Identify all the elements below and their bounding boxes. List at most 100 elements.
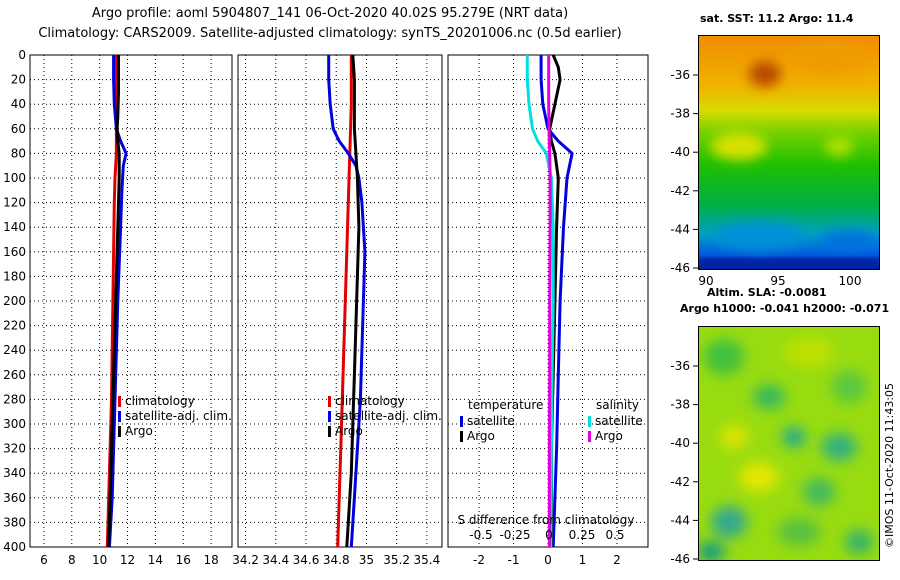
series-line-satellite-adj-clim- (327, 55, 367, 548)
legend-swatch (460, 431, 463, 442)
sst-y-label: -42 (670, 184, 690, 198)
sst-map (698, 35, 880, 270)
x-tick-label: 2 (613, 553, 621, 567)
depth-tick-label: 220 (3, 319, 26, 333)
x-tick-label: 1 (579, 553, 587, 567)
legend-label: Argo (335, 424, 363, 438)
sla-label-2: Argo h1000: -0.041 h2000: -0.071 (680, 302, 890, 315)
sst-x-label: 90 (698, 274, 713, 288)
x-tick-label: 16 (176, 553, 191, 567)
depth-tick-label: 200 (3, 294, 26, 308)
x-tick-label: 12 (120, 553, 135, 567)
legend-swatch (328, 411, 331, 422)
legend-title-salinity: salinity (596, 398, 639, 412)
legend-swatch (118, 396, 121, 407)
panel-temperature-profile (29, 54, 233, 548)
sst-y-label: -46 (670, 261, 690, 275)
depth-tick-label: 360 (3, 491, 26, 505)
legend-label: satellite-adj. clim. (335, 409, 442, 423)
sst-y-label: -40 (670, 145, 690, 159)
depth-tick-label: 340 (3, 466, 26, 480)
panel-frame (237, 54, 443, 548)
sdiff-axis-title: S difference from climatology (458, 513, 635, 527)
sla-map (698, 326, 880, 561)
x-tick-label: 18 (203, 553, 218, 567)
sla-label-1: Altim. SLA: -0.0081 (707, 286, 827, 299)
x-tick-label: 6 (40, 553, 48, 567)
x-tick-label: 34.4 (262, 553, 289, 567)
sla-map-image (699, 327, 879, 560)
sla-y-label: -36 (670, 359, 690, 373)
depth-tick-label: 140 (3, 220, 26, 234)
depth-tick-label: 380 (3, 515, 26, 529)
sdiff-tick-label: -0.5 (469, 528, 492, 542)
depth-tick-label: 320 (3, 442, 26, 456)
series-line-climatology (336, 55, 353, 548)
depth-tick-label: 80 (11, 146, 26, 160)
x-tick-label: 10 (92, 553, 107, 567)
x-tick-label: 14 (148, 553, 163, 567)
depth-tick-label: 60 (11, 122, 26, 136)
sst-y-label: -38 (670, 107, 690, 121)
depth-tick-label: 160 (3, 245, 26, 259)
sdiff-tick-label: 0.25 (569, 528, 596, 542)
depth-tick-label: 20 (11, 73, 26, 87)
sst-x-label: 100 (839, 274, 862, 288)
depth-tick-label: 180 (3, 269, 26, 283)
sst-y-label: -36 (670, 68, 690, 82)
sla-y-label: -46 (670, 552, 690, 566)
sla-y-label: -44 (670, 513, 690, 527)
legend-swatch (328, 426, 331, 437)
sst-map-image (699, 36, 879, 269)
series-line-argo (345, 54, 361, 548)
sdiff-tick-label: -0.25 (499, 528, 530, 542)
panel-difference-from-climatology (447, 54, 649, 548)
panel-frame (29, 54, 233, 548)
x-tick-label: 8 (68, 553, 76, 567)
x-tick-label: 35.4 (414, 553, 441, 567)
x-tick-label: -2 (473, 553, 485, 567)
sdiff-tick-label: 0 (545, 528, 553, 542)
legend-label: satellite-adj. clim. (125, 409, 232, 423)
depth-tick-label: 260 (3, 368, 26, 382)
depth-tick-label: 100 (3, 171, 26, 185)
x-tick-label: -1 (508, 553, 520, 567)
x-tick-label: 35.2 (383, 553, 410, 567)
legend-label: climatology (125, 394, 195, 408)
depth-tick-label: 400 (3, 540, 26, 554)
depth-tick-label: 280 (3, 392, 26, 406)
legend-swatch (118, 426, 121, 437)
legend-label: Argo (595, 429, 623, 443)
depth-tick-label: 0 (18, 48, 26, 62)
legend-swatch (328, 396, 331, 407)
series-line-temperature-satellite (539, 55, 574, 548)
chart-title-line2: Climatology: CARS2009. Satellite-adjuste… (38, 26, 622, 41)
x-tick-label: 34.2 (232, 553, 259, 567)
legend-title-temperature: temperature (468, 398, 543, 412)
x-tick-label: 34.6 (293, 553, 320, 567)
sst-x-label: 95 (770, 274, 785, 288)
credit-text: ©IMOS 11-Oct-2020 11:43:05 (883, 382, 896, 548)
panel-salinity-profile (237, 54, 443, 548)
legend-label: Argo (125, 424, 153, 438)
sla-y-label: -42 (670, 475, 690, 489)
legend-label: satellite (595, 414, 643, 428)
series-line-satellite-adj-clim- (107, 55, 128, 548)
sst-label: sat. SST: 11.2 Argo: 11.4 (700, 12, 854, 25)
legend-swatch (460, 416, 463, 427)
x-tick-label: 0 (544, 553, 552, 567)
legend-swatch (588, 416, 591, 427)
legend-label: Argo (467, 429, 495, 443)
x-tick-label: 34.8 (323, 553, 350, 567)
depth-tick-label: 120 (3, 196, 26, 210)
series-line-argo (107, 55, 121, 548)
sst-y-label: -44 (670, 222, 690, 236)
depth-tick-label: 240 (3, 343, 26, 357)
legend-label: climatology (335, 394, 405, 408)
legend-label: satellite (467, 414, 515, 428)
depth-tick-label: 300 (3, 417, 26, 431)
series-line-salinity-argo (547, 55, 552, 547)
legend-swatch (588, 431, 591, 442)
sla-y-label: -38 (670, 398, 690, 412)
